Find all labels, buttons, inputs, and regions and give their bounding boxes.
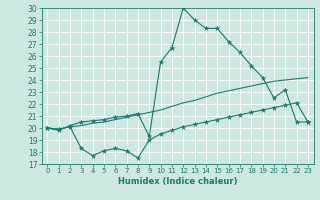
X-axis label: Humidex (Indice chaleur): Humidex (Indice chaleur)	[118, 177, 237, 186]
